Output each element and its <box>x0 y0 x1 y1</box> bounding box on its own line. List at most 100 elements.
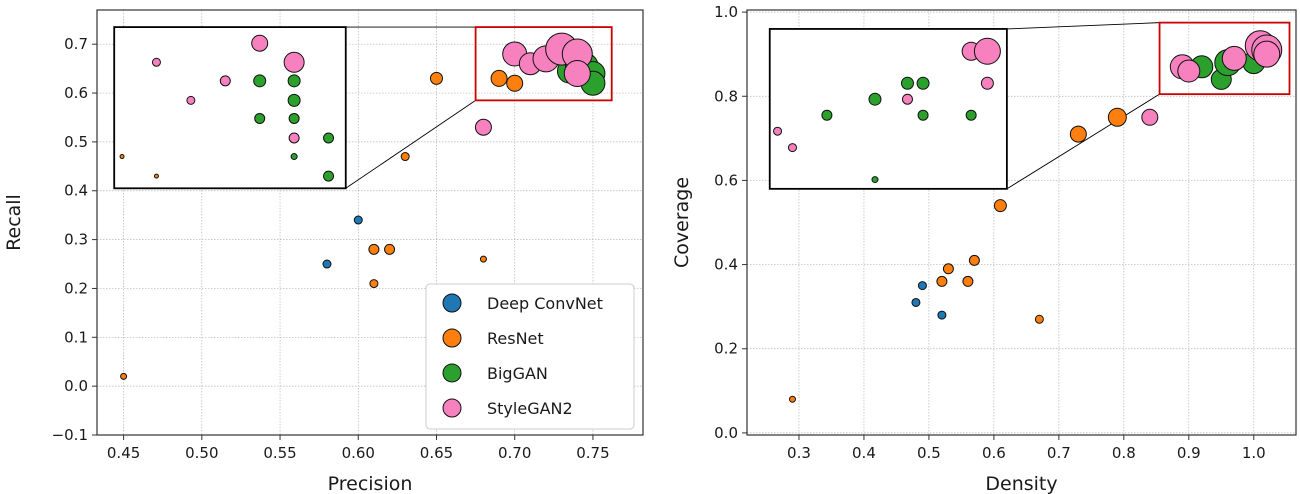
legend-swatch <box>442 398 462 418</box>
resnet-point <box>1069 125 1087 143</box>
legend: Deep ConvNet ResNet BigGAN StyleGAN2 <box>425 283 635 430</box>
inset-biggan-point <box>253 74 267 88</box>
inset-stylegan2-point <box>773 126 783 136</box>
stylegan2-point <box>1221 45 1247 71</box>
y-tick-label: 0.2 <box>714 340 738 358</box>
resnet-point <box>479 255 487 263</box>
resnet-point <box>968 254 980 266</box>
y-tick-label: 0.5 <box>64 133 88 151</box>
y-tick-label: 0.0 <box>64 377 88 395</box>
x-tick-label: 0.7 <box>1047 444 1071 462</box>
y-tick-label: 0.7 <box>64 35 88 53</box>
x-tick-label: 0.75 <box>576 444 609 462</box>
stylegan2-point <box>1177 59 1201 83</box>
stylegan2-point <box>1141 108 1159 126</box>
resnet-point <box>1107 107 1127 127</box>
resnet-point <box>788 395 796 403</box>
precision-recall-panel: 0.45 0.50 0.55 0.60 0.65 0.70 0.75 −0.1 0.0 0.1 0.… <box>3 9 644 494</box>
y-tick-label: 0.3 <box>64 231 88 249</box>
y-axis-title: Recall <box>3 194 25 251</box>
x-tick-label: 0.6 <box>982 444 1006 462</box>
plot-frame <box>746 9 1297 436</box>
inset-biggan-point <box>287 74 301 88</box>
inset-stylegan2-point <box>219 75 231 87</box>
legend-label: ResNet <box>487 329 544 348</box>
y-tick-label: −0.1 <box>52 426 88 444</box>
inset-biggan-point <box>871 176 879 184</box>
y-tick-label: 0.4 <box>714 256 738 274</box>
zoom-inset-box <box>113 26 347 190</box>
resnet-point <box>993 199 1007 213</box>
zoom-connector-bottom <box>345 100 476 189</box>
deep-convnet-point <box>353 215 363 225</box>
zoom-region-box <box>474 26 613 102</box>
x-axis-title: Density <box>985 473 1057 494</box>
x-tick-label: 0.70 <box>498 444 531 462</box>
inset-stylegan2-point <box>251 34 269 52</box>
resnet-point <box>962 275 974 287</box>
x-axis-title: Precision <box>328 473 413 494</box>
x-tick-label: 0.9 <box>1177 444 1201 462</box>
stylegan2-point <box>474 118 492 136</box>
stylegan2-point <box>563 60 591 88</box>
density-coverage-panel: 0.3 0.4 0.5 0.6 0.7 0.8 0.9 1.0 0.0 0.2 0.4 0.6 0.8 1… <box>671 3 1297 494</box>
inset-resnet-point <box>119 154 125 160</box>
inset-stylegan2-point <box>186 95 196 105</box>
legend-swatch <box>442 328 462 348</box>
inset-biggan-point <box>917 109 929 121</box>
x-tick-label: 0.8 <box>1112 444 1136 462</box>
inset-biggan-point <box>916 76 930 90</box>
deep-convnet-point <box>322 259 332 269</box>
inset-biggan-point <box>288 112 300 124</box>
y-tick-label: 0.6 <box>64 84 88 102</box>
y-tick-label: 0.8 <box>714 87 738 105</box>
inset-stylegan2-point <box>288 132 300 144</box>
resnet-point <box>1034 314 1044 324</box>
x-tick-label: 0.4 <box>852 444 876 462</box>
zoom-connector-top <box>1006 22 1160 30</box>
x-tick-label: 0.60 <box>342 444 375 462</box>
resnet-point <box>936 275 948 287</box>
resnet-point <box>368 243 380 255</box>
y-tick-label: 0.4 <box>64 182 88 200</box>
resnet-point <box>120 372 128 380</box>
x-tick-label: 1.0 <box>1242 444 1266 462</box>
x-tick-label: 0.50 <box>185 444 218 462</box>
zoom-connector-bottom <box>1006 93 1160 190</box>
legend-swatch <box>442 363 462 383</box>
resnet-point <box>369 279 379 289</box>
legend-label: StyleGAN2 <box>487 399 573 418</box>
deep-convnet-point <box>917 281 927 291</box>
inset-biggan-point <box>287 93 301 107</box>
inset-biggan-point <box>323 170 335 182</box>
y-tick-label: 0.6 <box>714 171 738 189</box>
stylegan2-point <box>1253 40 1281 68</box>
resnet-point <box>384 243 396 255</box>
x-tick-label: 0.5 <box>917 444 941 462</box>
x-tick-label: 0.55 <box>263 444 296 462</box>
inset-resnet-point <box>153 173 159 179</box>
y-tick-label: 0.0 <box>714 424 738 442</box>
y-tick-label: 0.1 <box>64 328 88 346</box>
inset-stylegan2-point <box>787 143 797 153</box>
deep-convnet-point <box>937 310 947 320</box>
y-tick-label: 1.0 <box>714 3 738 21</box>
resnet-point <box>490 69 508 87</box>
zoom-region-box <box>1158 21 1291 96</box>
resnet-point <box>400 152 410 162</box>
inset-stylegan2-point <box>980 76 994 90</box>
inset-biggan-point <box>868 92 882 106</box>
legend-label: BigGAN <box>487 364 548 383</box>
resnet-point <box>506 74 524 92</box>
resnet-point <box>429 71 443 85</box>
legend-label: Deep ConvNet <box>487 294 603 313</box>
deep-convnet-point <box>911 297 921 307</box>
inset-stylegan2-point <box>901 93 913 105</box>
legend-swatch <box>442 293 462 313</box>
inset-stylegan2-point <box>151 57 161 67</box>
inset-biggan-point <box>821 109 833 121</box>
inset-biggan-point <box>290 153 298 161</box>
legend-frame <box>425 283 635 430</box>
resnet-point <box>942 263 954 275</box>
